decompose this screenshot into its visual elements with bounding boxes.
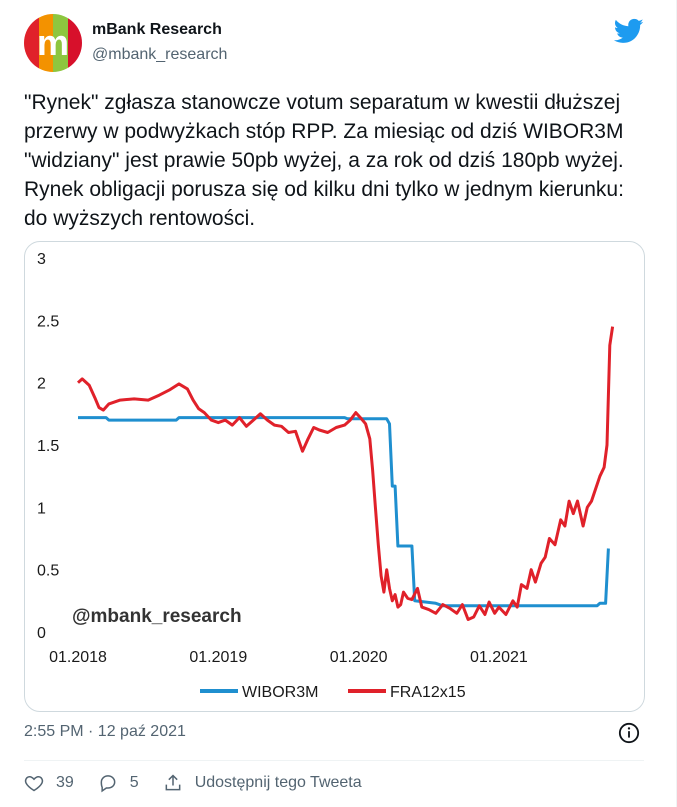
y-tick-label: 0.5: [37, 563, 59, 580]
chart-watermark: @mbank_research: [72, 606, 242, 627]
x-tick-label: 01.2019: [189, 649, 247, 666]
y-tick-label: 0: [37, 625, 46, 642]
share-icon: [165, 774, 181, 791]
y-tick-label: 2: [37, 376, 46, 393]
line-chart: 0 0.5 1 1.5 2 2.5 3 01.2018 01.2019 01.2020 01.202…: [37, 251, 615, 701]
y-tick-label: 2.5: [37, 313, 59, 330]
y-tick-label: 3: [37, 251, 46, 268]
avatar[interactable]: m: [24, 14, 82, 72]
divider: [24, 760, 644, 761]
series-line-fra12x15: [76, 326, 615, 621]
reply-count: 5: [129, 774, 139, 791]
author-handle[interactable]: @mbank_research: [92, 46, 228, 63]
tweet-text: "Rynek" zgłasza stanowcze votum separatu…: [24, 91, 624, 230]
avatar-letter: m: [37, 22, 69, 63]
reply-button[interactable]: 5: [98, 773, 139, 793]
mbank-logo: m: [24, 14, 82, 72]
action-bar: 39 5 Udostępnij tego Tweeta: [24, 770, 386, 796]
y-tick-label: 1.5: [37, 438, 59, 455]
legend-label-wibor3m: WIBOR3M: [242, 684, 318, 701]
chart-card[interactable]: 0 0.5 1 1.5 2 2.5 3 01.2018 01.2019 01.2020 01.202…: [24, 241, 645, 712]
info-icon[interactable]: [618, 722, 640, 744]
heart-icon: [24, 775, 44, 792]
x-tick-label: 01.2018: [49, 649, 107, 666]
like-button[interactable]: 39: [24, 773, 74, 793]
reply-icon: [100, 775, 116, 793]
like-count: 39: [56, 774, 74, 791]
share-button[interactable]: Udostępnij tego Tweeta: [163, 773, 362, 793]
share-label: Udostępnij tego Tweeta: [194, 774, 362, 791]
author-name[interactable]: mBank Research: [92, 21, 222, 38]
tweet-timestamp[interactable]: 2:55 PM · 12 paź 2021: [24, 723, 186, 740]
x-tick-label: 01.2020: [330, 649, 388, 666]
twitter-bird-icon[interactable]: [614, 16, 644, 46]
series-line-wibor3m: [78, 416, 610, 608]
legend-label-fra12x15: FRA12x15: [390, 684, 466, 701]
y-tick-label: 1: [37, 500, 46, 517]
x-tick-label: 01.2021: [470, 649, 528, 666]
